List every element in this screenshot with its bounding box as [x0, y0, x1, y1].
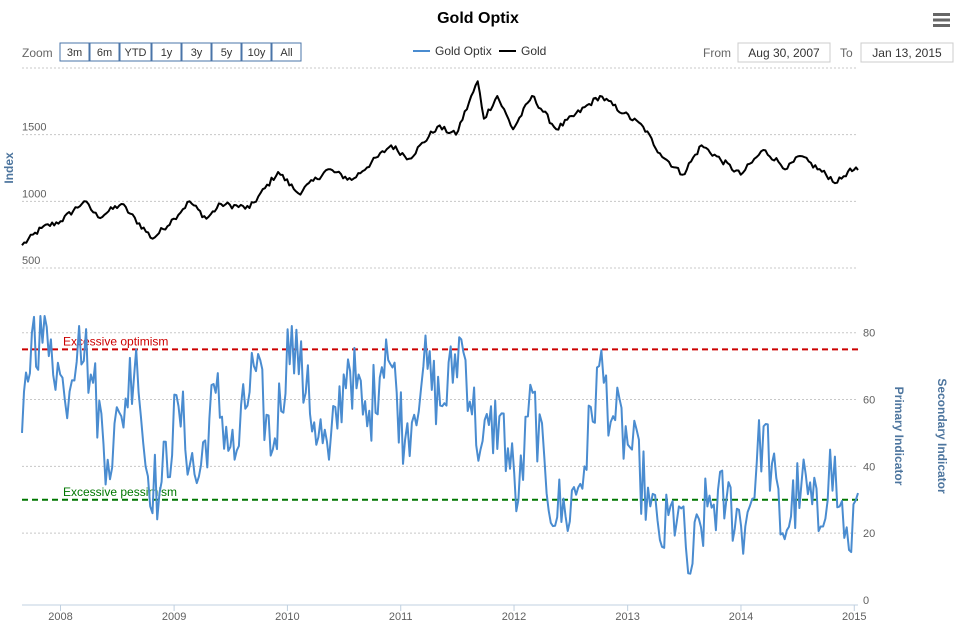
range-button-3m[interactable]: 3m — [59, 42, 90, 62]
range-button-3y[interactable]: 3y — [181, 42, 212, 62]
top-y-axis-label: Index — [2, 152, 16, 184]
to-label: To — [840, 46, 853, 60]
range-button-label: 1y — [161, 47, 173, 59]
top-y-tick-label: 500 — [22, 255, 40, 267]
bottom-y-tick-label: 20 — [863, 528, 875, 540]
x-tick-label: 2014 — [729, 611, 753, 623]
legend-item-gold-optix[interactable]: Gold Optix — [413, 44, 492, 58]
hamburger-menu-icon[interactable] — [930, 10, 952, 32]
range-button-ytd[interactable]: YTD — [119, 42, 152, 62]
range-button-label: 3y — [191, 47, 203, 59]
legend-label-gold: Gold — [521, 44, 546, 58]
range-button-label: All — [280, 47, 292, 59]
x-tick-label: 2013 — [615, 611, 639, 623]
x-tick-label: 2010 — [275, 611, 299, 623]
threshold-label-excessive-optimism: Excessive optimism — [63, 334, 168, 348]
range-button-label: 6m — [97, 47, 112, 59]
range-button-label: 3m — [67, 47, 82, 59]
top-y-tick-label: 1500 — [22, 122, 46, 134]
x-tick-label: 2015 — [842, 611, 866, 623]
bottom-panel-y-ticks: 0 20 40 60 80 — [863, 328, 875, 607]
chart-title: Gold Optix — [437, 10, 519, 27]
primary-y-axis-label: Primary Indicator — [892, 387, 906, 486]
legend-label-gold-optix: Gold Optix — [435, 44, 492, 58]
from-date-value: Aug 30, 2007 — [748, 46, 820, 60]
from-date-input[interactable]: Aug 30, 2007 — [737, 42, 831, 63]
range-button-1y[interactable]: 1y — [151, 42, 182, 62]
top-panel-y-ticks: 500 1000 1500 — [22, 122, 46, 267]
range-button-6m[interactable]: 6m — [89, 42, 120, 62]
bottom-panel-grid — [22, 332, 858, 534]
zoom-label: Zoom — [22, 46, 53, 60]
range-button-label: YTD — [125, 47, 147, 59]
series-line-gold — [21, 80, 859, 246]
x-tick-label: 2008 — [48, 611, 72, 623]
bottom-y-tick-label: 80 — [863, 328, 875, 340]
series-line-gold-optix — [21, 315, 859, 575]
legend-item-gold[interactable]: Gold — [499, 44, 546, 58]
bottom-y-tick-label: 40 — [863, 461, 875, 473]
x-tick-label: 2009 — [162, 611, 186, 623]
range-button-all[interactable]: All — [271, 42, 302, 62]
x-axis-ticks: 2008 2009 2010 2011 2012 2013 2014 2015 — [48, 605, 867, 623]
bottom-y-tick-label: 60 — [863, 395, 875, 407]
from-label: From — [703, 46, 731, 60]
range-button-label: 5y — [221, 47, 233, 59]
secondary-y-axis-label: Secondary Indicator — [935, 378, 949, 494]
range-button-label: 10y — [248, 47, 266, 59]
range-button-5y[interactable]: 5y — [211, 42, 242, 62]
x-tick-label: 2012 — [502, 611, 526, 623]
bottom-y-tick-label: 0 — [863, 595, 869, 607]
top-panel-grid — [22, 67, 858, 269]
top-y-tick-label: 1000 — [22, 188, 46, 200]
to-date-value: Jan 13, 2015 — [872, 46, 942, 60]
range-button-10y[interactable]: 10y — [241, 42, 272, 62]
range-selector: 3m 6m YTD 1y 3y 5y 10y All — [59, 42, 302, 62]
legend: Gold Optix Gold — [413, 44, 546, 58]
x-tick-label: 2011 — [389, 611, 413, 623]
to-date-input[interactable]: Jan 13, 2015 — [860, 42, 954, 63]
